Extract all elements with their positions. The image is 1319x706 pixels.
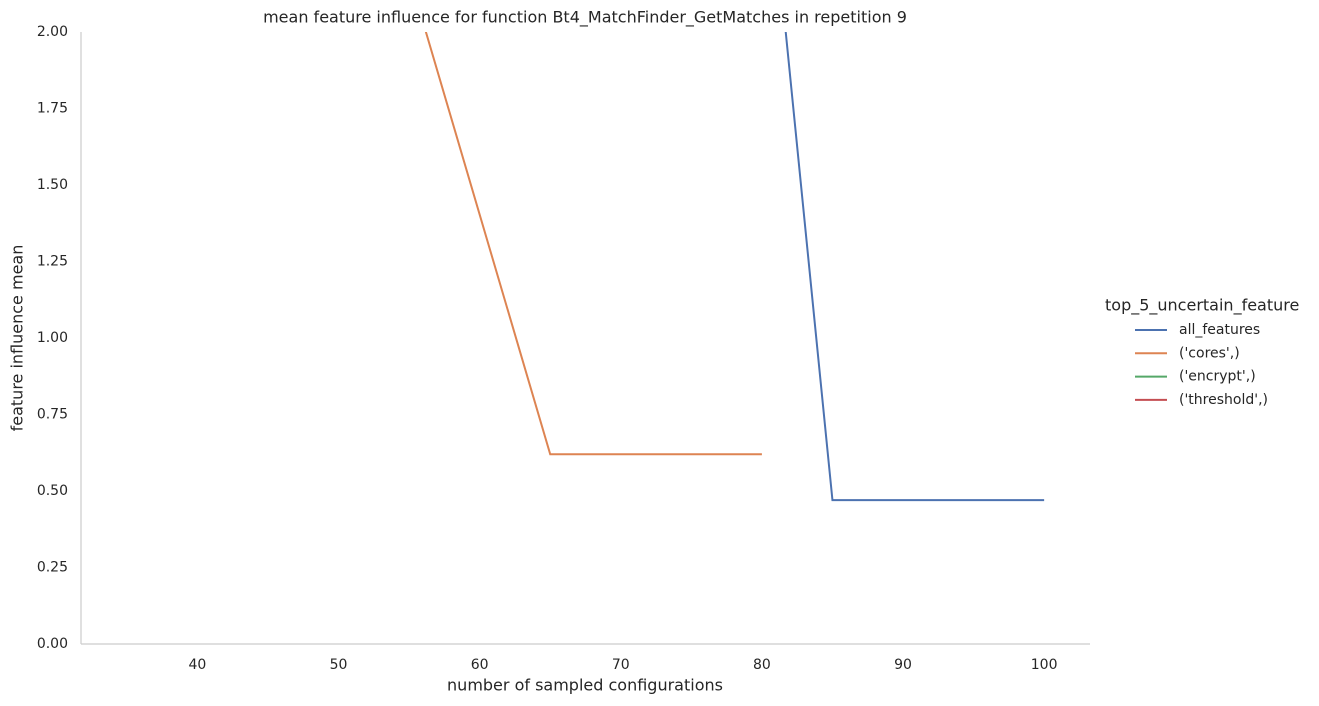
y-tick-label: 0.75	[37, 407, 68, 423]
legend-label: ('cores',)	[1179, 345, 1240, 361]
y-axis-label: feature influence mean	[8, 245, 27, 432]
y-tick-label: 1.25	[37, 254, 68, 270]
legend-title: top_5_uncertain_feature	[1105, 296, 1299, 316]
y-tick-label: 1.00	[37, 330, 68, 346]
y-tick-label: 0.50	[37, 483, 68, 499]
legend-label: ('encrypt',)	[1179, 369, 1256, 385]
data-line	[784, 32, 1045, 502]
data-line	[424, 32, 762, 456]
x-axis-label: number of sampled configurations	[447, 676, 723, 695]
y-tick-label: 2.00	[37, 24, 68, 40]
x-tick-label: 60	[471, 657, 489, 673]
x-tick-label: 70	[612, 657, 630, 673]
x-tick-label: 80	[753, 657, 771, 673]
y-tick-label: 1.75	[37, 101, 68, 117]
chart-title: mean feature influence for function Bt4_…	[263, 8, 907, 28]
x-tick-label: 40	[189, 657, 207, 673]
y-tick-label: 0.00	[37, 636, 68, 652]
y-tick-label: 1.50	[37, 177, 68, 193]
y-tick-label: 0.25	[37, 560, 68, 576]
x-tick-label: 100	[1031, 657, 1058, 673]
legend-label: ('threshold',)	[1179, 392, 1268, 408]
legend-label: all_features	[1179, 322, 1260, 338]
x-tick-label: 50	[330, 657, 348, 673]
x-tick-label: 90	[894, 657, 912, 673]
